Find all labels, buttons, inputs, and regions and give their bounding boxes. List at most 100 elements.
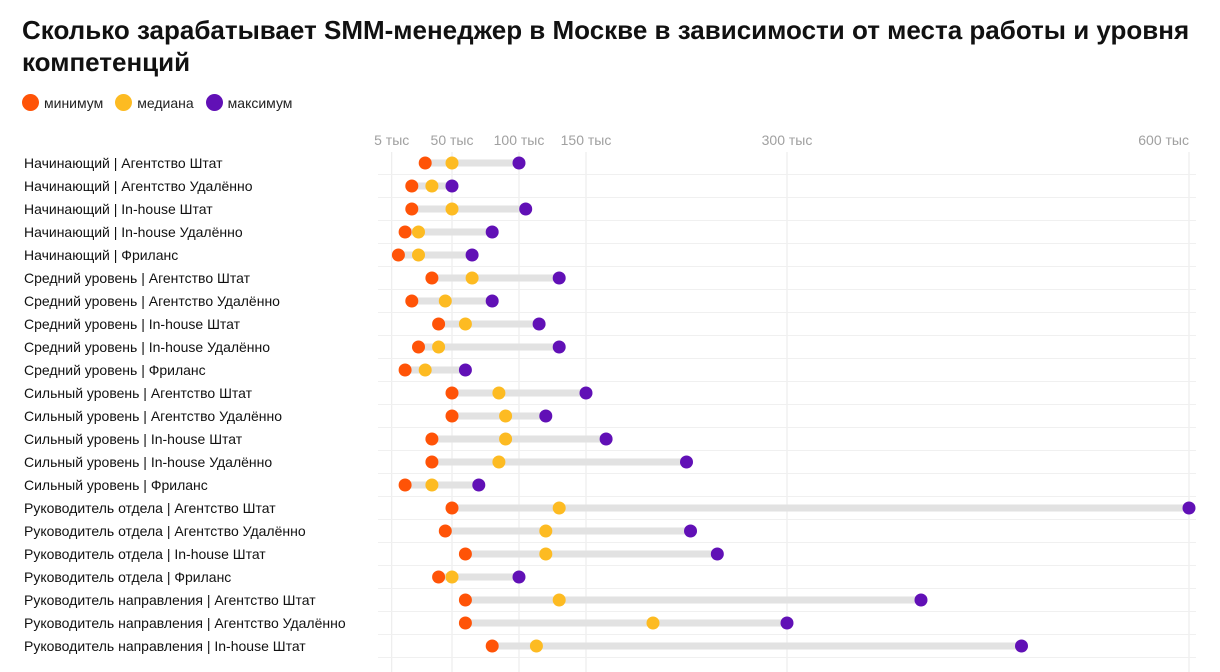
row-label: Средний уровень | In-house Штат — [24, 316, 241, 332]
max-point — [512, 156, 526, 170]
row-label: Начинающий | Агентство Штат — [24, 155, 223, 171]
min-point — [412, 340, 425, 354]
row-label: Руководитель отдела | Фриланс — [24, 569, 231, 585]
row-label: Начинающий | Агентство Удалённо — [24, 178, 253, 194]
row-label: Руководитель отдела | Агентство Удалённо — [24, 523, 306, 539]
max-point — [780, 616, 794, 630]
chart-legend: минимум медиана максимум — [22, 94, 304, 111]
legend-item-max: максимум — [205, 94, 293, 111]
max-point — [485, 294, 499, 308]
max-point — [684, 524, 698, 538]
median-point — [465, 271, 479, 285]
median-point — [492, 455, 506, 469]
max-point — [458, 363, 472, 377]
row-label: Сильный уровень | Фриланс — [24, 477, 208, 493]
max-point — [579, 386, 593, 400]
min-point — [418, 156, 432, 170]
row-label: Начинающий | Фриланс — [24, 247, 178, 263]
median-point — [418, 363, 432, 377]
max-point — [445, 179, 459, 193]
min-point — [445, 386, 459, 400]
max-point — [539, 409, 553, 423]
row-label: Сильный уровень | In-house Штат — [24, 431, 243, 447]
median-point — [412, 225, 425, 239]
max-point — [552, 340, 566, 354]
row-label: Сильный уровень | In-house Удалённо — [24, 454, 272, 470]
min-point — [405, 294, 419, 308]
median-point — [492, 386, 506, 400]
row-label: Средний уровень | Фриланс — [24, 362, 206, 378]
x-tick-label: 100 тыс — [494, 132, 545, 148]
max-point — [485, 225, 499, 239]
min-point — [432, 317, 446, 331]
max-point — [465, 248, 479, 262]
median-point — [458, 317, 472, 331]
median-point — [646, 616, 660, 630]
row-label: Руководитель направления | In-house Штат — [24, 638, 306, 654]
max-point — [710, 547, 724, 561]
max-point — [512, 570, 526, 584]
median-point — [425, 478, 439, 492]
max-point — [1015, 639, 1028, 653]
row-label: Руководитель направления | Агентство Шта… — [24, 592, 316, 608]
chart-title: Сколько зарабатывает SMM-менеджер в Моск… — [22, 15, 1190, 77]
row-label: Начинающий | In-house Удалённо — [24, 224, 243, 240]
legend-label-median: медиана — [137, 94, 194, 111]
max-point — [680, 455, 693, 469]
min-point — [425, 455, 439, 469]
min-point — [438, 524, 452, 538]
min-point — [432, 570, 446, 584]
x-tick-label: 300 тыс — [762, 132, 813, 148]
row-label: Руководитель отдела | In-house Штат — [24, 546, 266, 562]
row-label: Руководитель отдела | Агентство Штат — [24, 500, 276, 516]
max-point — [532, 317, 546, 331]
min-point — [405, 179, 419, 193]
x-tick-label: 600 тыс — [1138, 132, 1189, 148]
median-point — [438, 294, 452, 308]
min-point — [405, 202, 419, 216]
min-point — [391, 248, 405, 262]
min-point — [398, 225, 412, 239]
x-tick-label: 5 тыс — [374, 132, 409, 148]
min-point — [458, 616, 472, 630]
max-point — [599, 432, 613, 446]
median-point — [432, 340, 446, 354]
median-point — [445, 156, 459, 170]
median-point — [529, 639, 543, 653]
median-point — [412, 248, 425, 262]
legend-label-max: максимум — [227, 94, 293, 111]
row-label: Средний уровень | In-house Удалённо — [24, 339, 270, 355]
row-label: Сильный уровень | Агентство Штат — [24, 385, 253, 401]
median-point — [445, 570, 459, 584]
row-label: Руководитель направления | Агентство Уда… — [24, 615, 346, 631]
median-point — [499, 432, 513, 446]
min-point — [398, 363, 412, 377]
legend-dot-min — [22, 94, 39, 111]
median-point — [499, 409, 513, 423]
x-tick-label: 50 тыс — [431, 132, 474, 148]
row-label: Средний уровень | Агентство Штат — [24, 270, 251, 286]
legend-item-min: минимум — [22, 94, 103, 111]
min-point — [485, 639, 499, 653]
min-point — [458, 593, 472, 607]
legend-label-min: минимум — [44, 94, 104, 111]
max-point — [1182, 501, 1196, 515]
legend-item-median: медиана — [115, 94, 194, 111]
row-label: Сильный уровень | Агентство Удалённо — [24, 408, 282, 424]
median-point — [445, 202, 459, 216]
max-point — [472, 478, 486, 492]
median-point — [539, 547, 553, 561]
max-point — [552, 271, 566, 285]
median-point — [552, 593, 566, 607]
min-point — [425, 432, 439, 446]
row-label: Начинающий | In-house Штат — [24, 201, 213, 217]
median-point — [425, 179, 439, 193]
median-point — [552, 501, 566, 515]
max-point — [914, 593, 928, 607]
min-point — [398, 478, 412, 492]
legend-dot-median — [115, 94, 133, 111]
min-point — [458, 547, 472, 561]
median-point — [539, 524, 553, 538]
legend-dot-max — [205, 94, 223, 111]
